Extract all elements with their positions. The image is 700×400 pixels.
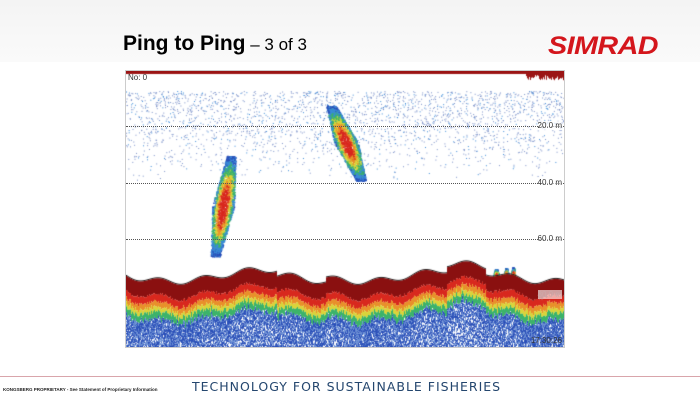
footer-divider: [0, 376, 700, 377]
depth-line: [126, 239, 564, 240]
depth-label: 60.0 m: [537, 234, 562, 243]
simrad-logo: SIMRAD: [548, 32, 659, 60]
slide-title: Ping to Ping – 3 of 3: [123, 32, 307, 55]
ping-number: No: 0: [128, 73, 148, 82]
tagline: TECHNOLOGY FOR SUSTAINABLE FISHERIES: [192, 379, 502, 394]
depth-label: 80.0 m: [537, 290, 562, 299]
depth-line: [126, 183, 564, 184]
depth-label: 20.0 m: [537, 121, 562, 130]
proprietary-notice: KONGSBERG PROPRIETARY - See Statement of…: [3, 387, 158, 392]
depth-line: [126, 126, 564, 127]
depth-label: 40.0 m: [537, 178, 562, 187]
timestamp: 17:30:26: [530, 336, 562, 345]
echogram: 20.0 m 40.0 m 60.0 m 80.0 m No: 0 17:30:…: [125, 70, 565, 348]
header-band: [0, 0, 700, 62]
echogram-canvas: [126, 71, 564, 347]
